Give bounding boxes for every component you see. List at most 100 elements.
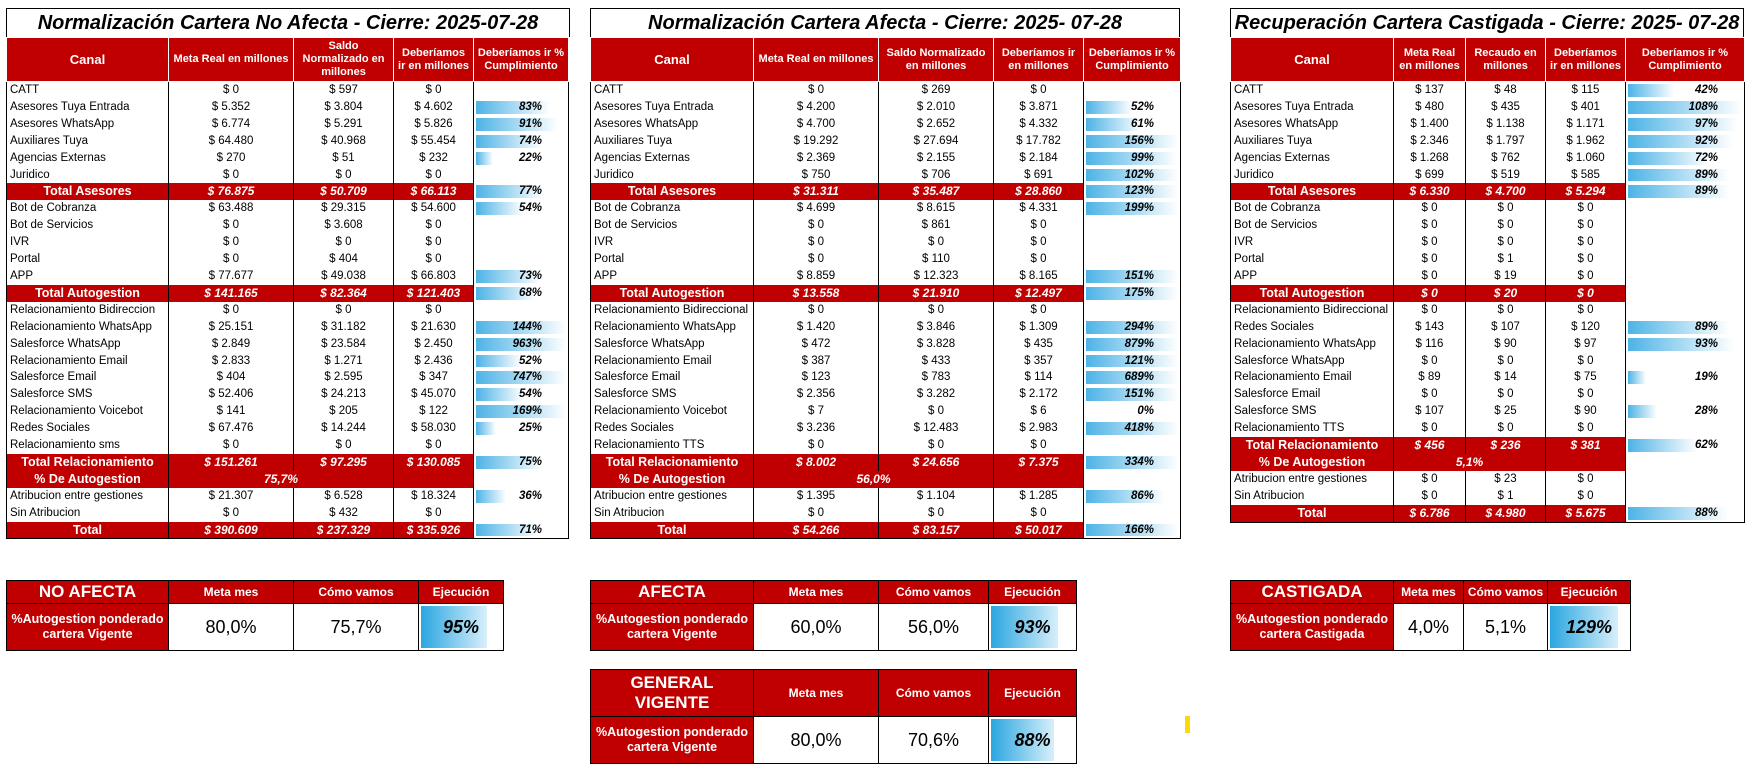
table-row: Salesforce WhatsApp $ 0 $ 0 $ 0 <box>1230 352 1745 370</box>
pct-value: 54% <box>518 388 542 401</box>
saldo-value: $ 0 <box>293 234 394 252</box>
progress-bar <box>476 388 523 402</box>
progress-bar <box>1086 151 1178 165</box>
kpi-ejecucion-value: 93% <box>1014 616 1051 637</box>
pct-cell: 689% <box>1083 369 1181 387</box>
pct-value: 151% <box>1124 269 1154 282</box>
row-label: Relacionamiento WhatsApp <box>6 318 169 336</box>
deb-value: $ 435 <box>993 335 1084 353</box>
deb-value: $ 0 <box>393 217 474 235</box>
progress-bar <box>1086 455 1178 469</box>
pct-cell: 93% <box>1625 335 1745 353</box>
row-label: CATT <box>590 81 754 99</box>
saldo-value: $ 49.038 <box>293 267 394 285</box>
row-label: IVR <box>6 234 169 252</box>
saldo-value: $ 0 <box>878 403 994 421</box>
saldo-value: $ 783 <box>878 369 994 387</box>
pct-value: 199% <box>1124 202 1154 215</box>
column-header: Deberíamos ir en millones <box>1545 37 1626 82</box>
saldo-value: $ 4.980 <box>1465 504 1546 523</box>
table-row: Bot de Servicios $ 0 $ 3.608 $ 0 <box>6 217 569 235</box>
meta-value: $ 1.395 <box>753 487 879 505</box>
pct-cell: 121% <box>1083 352 1181 370</box>
pct-cell: 89% <box>1625 318 1745 336</box>
row-label: Salesforce SMS <box>1230 403 1394 421</box>
table-row: Asesores Tuya Entrada $ 4.200 $ 2.010 $ 3.8… <box>590 98 1181 116</box>
row-label: Total Asesores <box>590 183 754 201</box>
table-row: Agencias Externas $ 270 $ 51 $ 232 22% <box>6 149 569 167</box>
pct-value: 93% <box>1694 337 1718 350</box>
kpi-ejecucion-value: 129% <box>1565 616 1613 637</box>
progress-bar <box>476 286 536 300</box>
pct-value: 747% <box>512 371 542 384</box>
meta-value: $ 64.480 <box>168 132 294 150</box>
saldo-value: $ 51 <box>293 149 394 167</box>
meta-value: $ 0 <box>753 504 879 522</box>
pct-value: 28% <box>1694 405 1718 418</box>
meta-value: $ 54.266 <box>753 521 879 539</box>
deb-value: $ 0 <box>1545 487 1626 505</box>
pct-value: 88% <box>1694 506 1718 519</box>
progress-bar <box>1086 489 1165 503</box>
pct-cell: 418% <box>1083 420 1181 438</box>
table-row: Relacionamiento Email $ 2.833 $ 1.271 $ 2.4… <box>6 352 569 370</box>
deb-value: $ 0 <box>1545 352 1626 370</box>
meta-value: $ 0 <box>1393 267 1466 285</box>
saldo-value: $ 0 <box>1465 386 1546 404</box>
meta-value: $ 141 <box>168 403 294 421</box>
meta-value: $ 19.292 <box>753 132 879 150</box>
progress-bar <box>1086 100 1132 114</box>
pct-cell: 54% <box>473 386 569 404</box>
pct-cell <box>1083 504 1181 522</box>
row-label: Relacionamiento Email <box>590 352 754 370</box>
kpi-progress-bar <box>421 606 488 648</box>
saldo-value: $ 1.104 <box>878 487 994 505</box>
pct-cell: 99% <box>1083 149 1181 167</box>
column-header: Meta Real en millones <box>753 37 879 82</box>
saldo-value: $ 23.584 <box>293 335 394 353</box>
table-row: Sin Atribucion $ 0 $ 432 $ 0 <box>6 504 569 522</box>
pct-cell <box>1625 251 1745 268</box>
deb-value: $ 401 <box>1545 98 1626 116</box>
total-row: Total Autogestion $ 0 $ 20 $ 0 <box>1230 284 1745 302</box>
deb-value: $ 0 <box>1545 251 1626 268</box>
pct-value: 22% <box>518 151 542 164</box>
deb-value: $ 4.332 <box>993 115 1084 133</box>
meta-value: $ 0 <box>168 437 294 454</box>
deb-value: $ 347 <box>393 369 474 387</box>
meta-value: $ 4.200 <box>753 98 879 116</box>
meta-value: $ 0 <box>168 301 294 319</box>
saldo-value: $ 1.271 <box>293 352 394 370</box>
saldo-value: $ 2.652 <box>878 115 994 133</box>
row-label: Salesforce WhatsApp <box>6 335 169 353</box>
deb-value: $ 6 <box>993 403 1084 421</box>
pct-cell: 175% <box>1083 284 1181 302</box>
table-row: Redes Sociales $ 3.236 $ 12.483 $ 2.983 418% <box>590 420 1181 438</box>
saldo-value: $ 0 <box>1465 301 1546 319</box>
pct-cell: 963% <box>473 335 569 353</box>
saldo-value: $ 48 <box>1465 81 1546 99</box>
pct-value: 92% <box>1694 134 1718 147</box>
meta-value: $ 2.833 <box>168 352 294 370</box>
saldo-value: $ 5.291 <box>293 115 394 133</box>
saldo-value: $ 0 <box>878 234 994 252</box>
deb-value: $ 5.675 <box>1545 504 1626 523</box>
meta-value: $ 0 <box>1393 234 1466 252</box>
saldo-value: $ 0 <box>1465 217 1546 235</box>
row-label: Bot de Cobranza <box>1230 200 1394 218</box>
deb-value: $ 130.085 <box>393 453 474 471</box>
row-label: Asesores WhatsApp <box>590 115 754 133</box>
saldo-value: $ 14.244 <box>293 420 394 438</box>
saldo-value: $ 25 <box>1465 403 1546 421</box>
meta-value: $ 0 <box>1393 420 1466 438</box>
pct-cell <box>1083 81 1181 99</box>
row-label: Portal <box>590 251 754 268</box>
pct-value: 689% <box>1124 371 1154 384</box>
table-row: IVR $ 0 $ 0 $ 0 <box>1230 234 1745 252</box>
table-row: Relacionamiento Bidireccion $ 0 $ 0 $ 0 <box>6 301 569 319</box>
meta-value: $ 137 <box>1393 81 1466 99</box>
deb-value: $ 1.060 <box>1545 149 1626 167</box>
progress-bar <box>476 117 558 131</box>
table-row: Bot de Servicios $ 0 $ 861 $ 0 <box>590 217 1181 235</box>
saldo-value: $ 35.487 <box>878 183 994 201</box>
